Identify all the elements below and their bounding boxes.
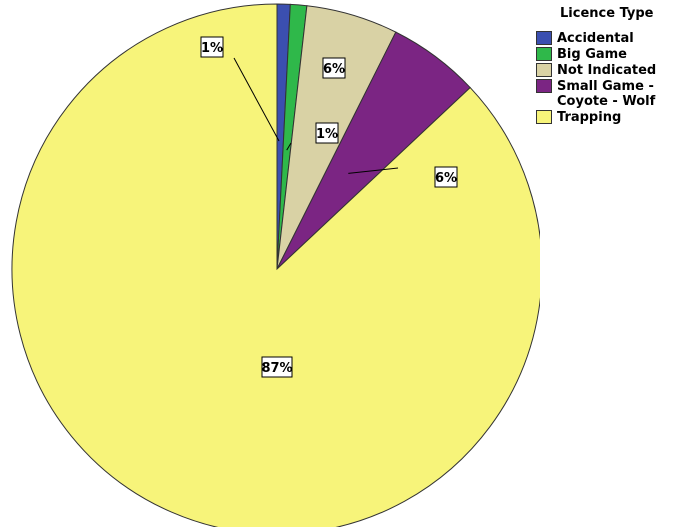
data-label-not-indicated: 6% bbox=[323, 62, 345, 77]
data-label-not-indicated-box bbox=[322, 57, 346, 79]
legend-swatch bbox=[536, 79, 552, 93]
data-label-big-game: 1% bbox=[316, 127, 338, 142]
legend-label: Big Game bbox=[557, 47, 628, 62]
data-label-trapping-box bbox=[261, 356, 293, 378]
legend-label: Trapping bbox=[557, 110, 622, 125]
legend-swatch bbox=[536, 63, 552, 77]
leader-small-game-coyote-wolf bbox=[348, 167, 399, 174]
legend-item-big-game: Big Game bbox=[536, 47, 656, 62]
legend-item-not-indicated: Not Indicated bbox=[536, 63, 656, 78]
data-label-accidental-box bbox=[200, 36, 224, 58]
legend-label: Not Indicated bbox=[557, 63, 657, 78]
data-label-small-game-coyote-wolf-box bbox=[434, 166, 458, 188]
pie-slice-trapping bbox=[11, 3, 540, 527]
legend-swatch bbox=[536, 110, 552, 124]
legend-item-small-game-coyote-wolf: Small Game - Coyote - Wolf bbox=[536, 79, 656, 109]
legend-item-accidental: Accidental bbox=[536, 31, 656, 46]
data-label-accidental: 1% bbox=[201, 41, 223, 56]
data-label-small-game-coyote-wolf: 6% bbox=[435, 171, 457, 186]
legend-label: Accidental bbox=[557, 31, 634, 46]
legend-title: Licence Type bbox=[560, 6, 654, 21]
leader-big-game bbox=[286, 142, 292, 151]
data-label-big-game-box bbox=[315, 122, 339, 144]
legend: Licence Type Accidental Big Game Not Indic… bbox=[536, 6, 656, 126]
legend-swatch bbox=[536, 31, 552, 45]
data-label-trapping: 87% bbox=[261, 361, 292, 376]
legend-item-trapping: Trapping bbox=[536, 110, 656, 125]
leader-accidental bbox=[233, 57, 280, 142]
pie-chart: 1% 6% 6% 87% 1% bbox=[11, 3, 540, 527]
legend-label: Small Game - Coyote - Wolf bbox=[557, 79, 656, 109]
legend-swatch bbox=[536, 47, 552, 61]
